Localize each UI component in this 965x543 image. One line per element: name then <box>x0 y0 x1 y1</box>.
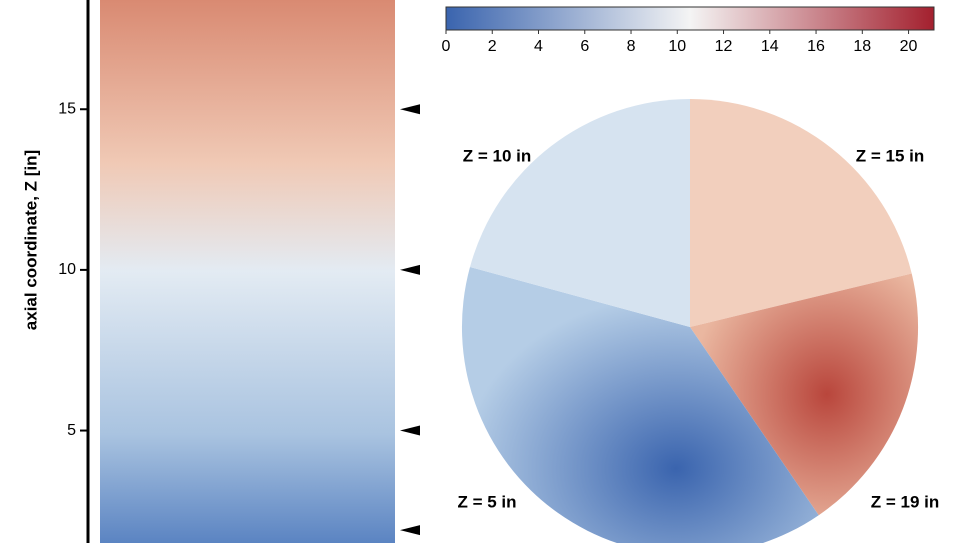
colorbar-tick-label: 10 <box>668 38 686 55</box>
wedge-15 <box>690 98 912 327</box>
cross-section <box>461 98 919 543</box>
slice-label: Z = 10 in <box>463 146 532 165</box>
colorbar-tick-label: 16 <box>807 38 825 55</box>
slice-label: Z = 15 in <box>856 146 925 165</box>
slice-marker <box>400 104 420 115</box>
colorbar-tick-label: 12 <box>715 38 733 55</box>
wedge-10 <box>470 98 690 327</box>
column-field <box>100 0 395 543</box>
colorbar-tick-label: 4 <box>534 38 543 55</box>
wedge-19 <box>690 273 919 516</box>
colorbar-tick-label: 8 <box>627 38 636 55</box>
colorbar <box>445 6 935 31</box>
slice-marker <box>400 425 420 436</box>
y-tick-label: 15 <box>58 100 76 117</box>
slice-label: Z = 5 in <box>457 492 516 511</box>
colorbar-tick-label: 20 <box>900 38 918 55</box>
wedge-5 <box>461 267 819 543</box>
colorbar-tick-label: 0 <box>442 38 451 55</box>
colorbar-tick-label: 6 <box>580 38 589 55</box>
y-tick-label: 10 <box>58 261 76 278</box>
y-tick-label: 5 <box>67 422 76 439</box>
slice-label: Z = 19 in <box>871 492 940 511</box>
colorbar-tick-label: 14 <box>761 38 779 55</box>
colorbar-tick-label: 18 <box>853 38 871 55</box>
y-axis-label: axial coordinate, Z [in] <box>21 150 40 330</box>
colorbar-tick-label: 2 <box>488 38 497 55</box>
slice-marker <box>400 264 420 275</box>
slice-marker <box>400 525 420 536</box>
